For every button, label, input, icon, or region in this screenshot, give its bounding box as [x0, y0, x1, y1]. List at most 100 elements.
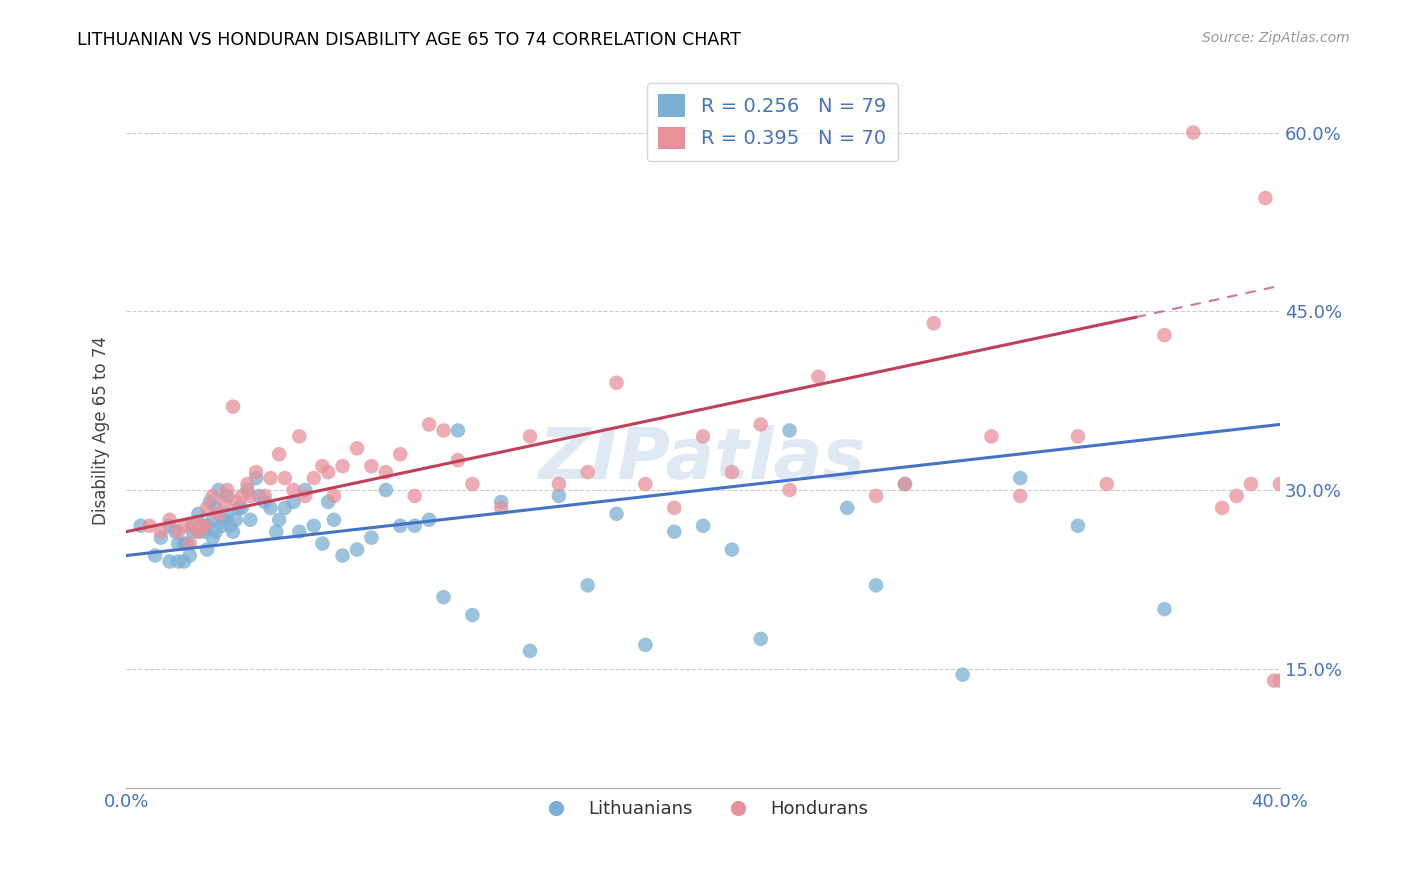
Point [190, 518, 212, 533]
Point [418, 513, 440, 527]
Point [1268, 477, 1291, 491]
Point [606, 376, 628, 390]
Point [922, 316, 945, 330]
Point [167, 536, 190, 550]
Point [519, 644, 541, 658]
Point [461, 608, 484, 623]
Point [1067, 518, 1090, 533]
Point [721, 465, 744, 479]
Point [201, 531, 224, 545]
Point [294, 483, 316, 497]
Point [447, 424, 470, 438]
Point [225, 513, 247, 527]
Point [149, 531, 172, 545]
Point [749, 632, 772, 646]
Point [187, 524, 209, 539]
Point [259, 471, 281, 485]
Point [253, 489, 276, 503]
Text: ZIPatlas: ZIPatlas [540, 425, 866, 493]
Point [159, 518, 181, 533]
Point [1095, 477, 1118, 491]
Point [606, 507, 628, 521]
Point [1268, 673, 1291, 688]
Point [181, 524, 204, 539]
Point [165, 524, 187, 539]
Point [894, 477, 917, 491]
Point [323, 489, 346, 503]
Point [692, 429, 714, 443]
Point [239, 489, 262, 503]
Point [547, 489, 569, 503]
Point [576, 465, 599, 479]
Point [332, 459, 354, 474]
Point [519, 429, 541, 443]
Point [167, 554, 190, 568]
Point [283, 483, 305, 497]
Text: LITHUANIAN VS HONDURAN DISABILITY AGE 65 TO 74 CORRELATION CHART: LITHUANIAN VS HONDURAN DISABILITY AGE 65… [77, 31, 741, 49]
Point [269, 447, 291, 461]
Point [181, 518, 204, 533]
Point [231, 500, 253, 515]
Point [129, 518, 152, 533]
Point [1182, 126, 1205, 140]
Point [283, 495, 305, 509]
Point [980, 429, 1002, 443]
Point [173, 536, 195, 550]
Point [447, 453, 470, 467]
Point [664, 524, 686, 539]
Point [837, 500, 859, 515]
Point [332, 549, 354, 563]
Point [204, 524, 226, 539]
Point [1240, 477, 1263, 491]
Point [167, 524, 190, 539]
Point [374, 483, 396, 497]
Point [1254, 191, 1277, 205]
Point [389, 518, 412, 533]
Point [198, 495, 221, 509]
Point [374, 465, 396, 479]
Point [259, 500, 281, 515]
Point [1153, 602, 1175, 616]
Point [1010, 471, 1032, 485]
Point [195, 542, 218, 557]
Point [404, 518, 426, 533]
Point [176, 536, 198, 550]
Point [214, 513, 236, 527]
Point [236, 483, 259, 497]
Point [274, 471, 297, 485]
Point [294, 489, 316, 503]
Point [489, 495, 512, 509]
Point [138, 518, 160, 533]
Point [779, 483, 801, 497]
Point [222, 524, 245, 539]
Point [181, 518, 204, 533]
Point [190, 518, 212, 533]
Point [211, 518, 233, 533]
Point [952, 667, 974, 681]
Point [143, 549, 166, 563]
Point [316, 465, 339, 479]
Point [311, 536, 333, 550]
Point [201, 513, 224, 527]
Point [179, 549, 201, 563]
Point [149, 524, 172, 539]
Point [217, 483, 239, 497]
Point [489, 500, 512, 515]
Point [231, 489, 253, 503]
Point [865, 489, 887, 503]
Point [865, 578, 887, 592]
Point [1263, 673, 1285, 688]
Point [360, 531, 382, 545]
Point [207, 507, 229, 521]
Point [217, 489, 239, 503]
Text: Source: ZipAtlas.com: Source: ZipAtlas.com [1202, 31, 1350, 45]
Point [193, 524, 215, 539]
Point [217, 507, 239, 521]
Point [1225, 489, 1247, 503]
Point [187, 507, 209, 521]
Point [274, 500, 297, 515]
Point [214, 495, 236, 509]
Point [721, 542, 744, 557]
Point [576, 578, 599, 592]
Point [204, 500, 226, 515]
